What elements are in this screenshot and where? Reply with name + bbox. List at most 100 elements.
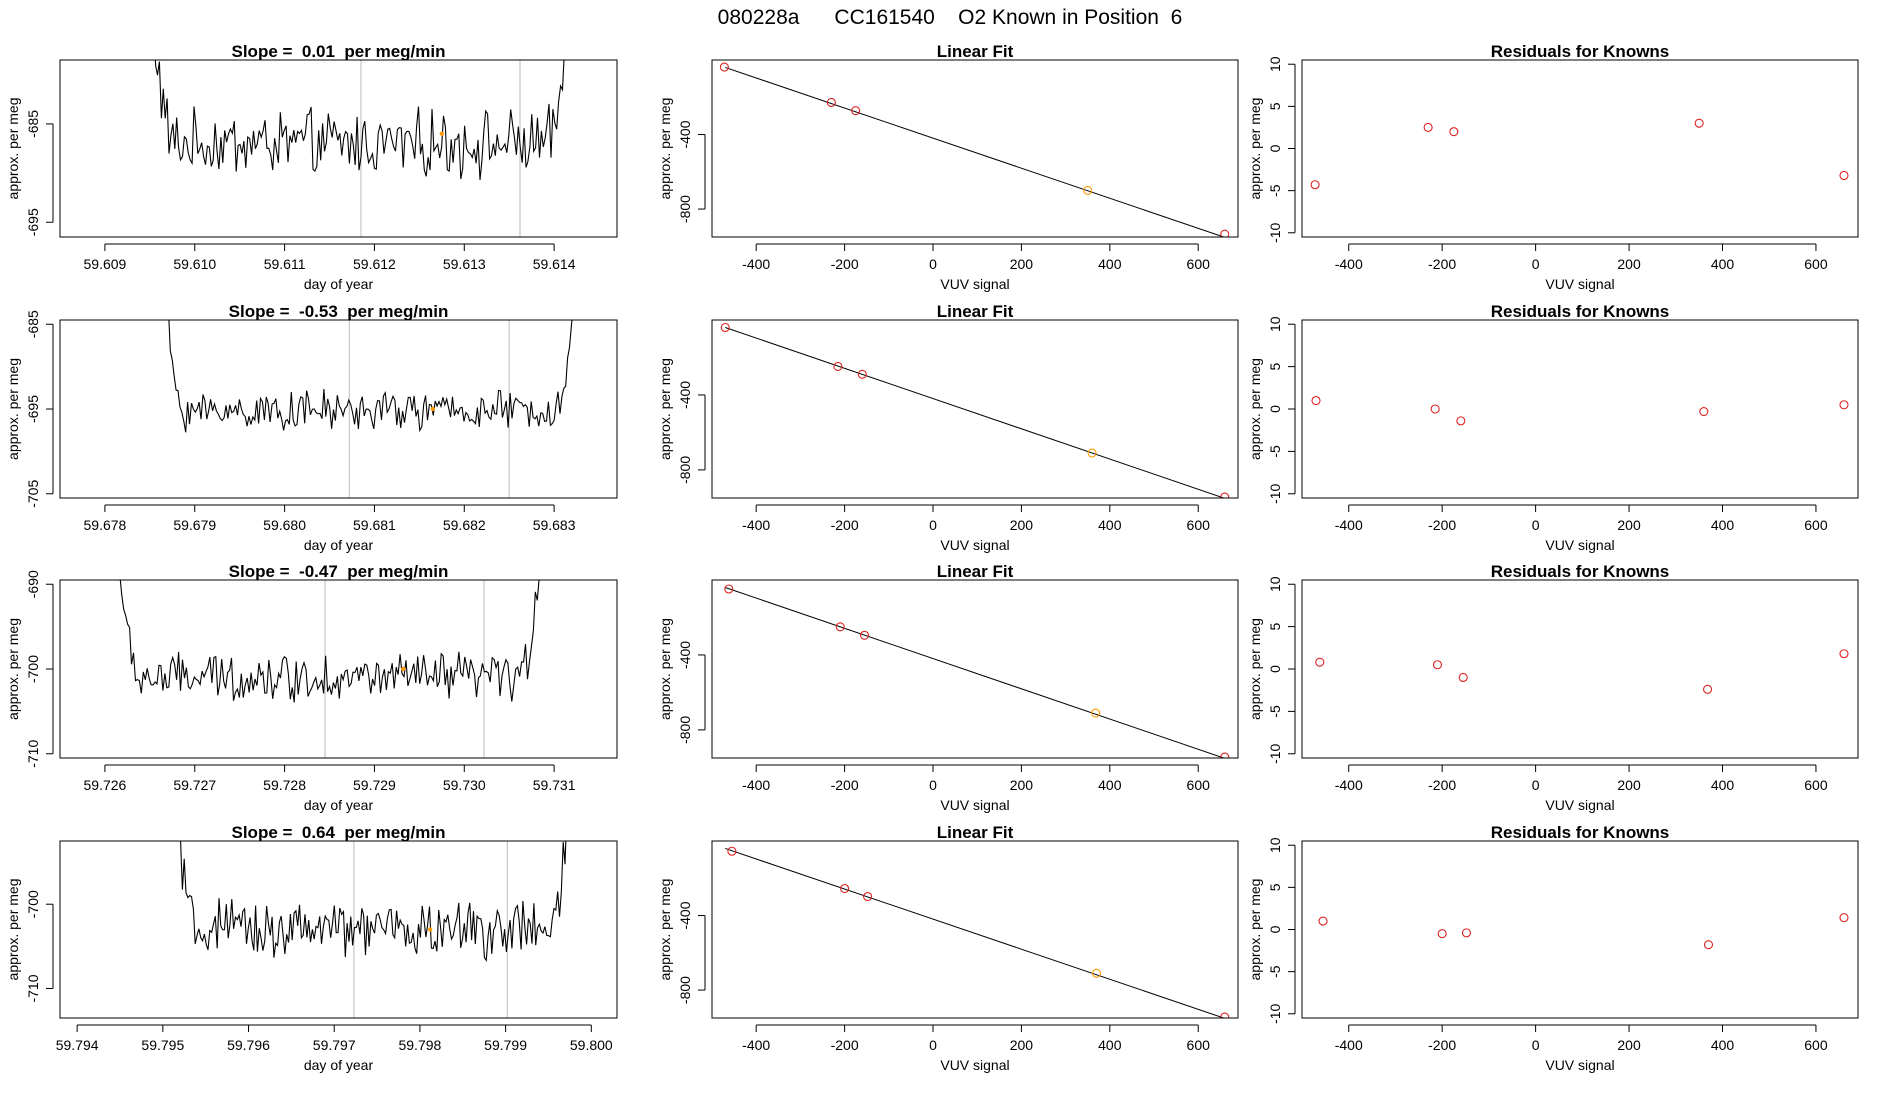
y-tick-label: -10: [1267, 483, 1283, 503]
data-point: [1083, 185, 1093, 195]
x-axis-label: VUV signal: [940, 797, 1009, 813]
x-tick-label: -200: [831, 1037, 859, 1053]
x-tick-label: 0: [1532, 517, 1540, 533]
data-point: [1839, 170, 1849, 181]
x-tick-label: 59.800: [570, 1037, 613, 1053]
y-tick-label: 0: [1267, 144, 1283, 152]
x-axis-label: VUV signal: [1545, 1057, 1614, 1073]
data-point: [1220, 229, 1230, 237]
x-tick-label: 59.682: [443, 517, 486, 533]
fit-line: [725, 847, 1226, 1018]
x-axis-label: day of year: [304, 797, 374, 813]
y-tick-label: -400: [677, 641, 693, 669]
x-tick-label: -200: [1428, 517, 1456, 533]
figure-title: 080228a CC161540 O2 Known in Position 6: [718, 6, 1183, 29]
x-tick-label: 200: [1617, 1037, 1641, 1053]
data-point: [1699, 406, 1709, 417]
y-axis-label: approx. per meg: [1247, 879, 1263, 981]
y-tick-label: 10: [1267, 56, 1283, 72]
y-tick-label: -700: [25, 890, 41, 918]
x-tick-label: -200: [831, 256, 859, 272]
plot-area: [1315, 649, 1849, 694]
data-point: [720, 322, 730, 333]
x-tick-label: 400: [1098, 1037, 1122, 1053]
x-axis-label: VUV signal: [1545, 276, 1614, 292]
y-axis-label: approx. per meg: [5, 98, 21, 200]
highlight-point: [427, 927, 433, 932]
data-point: [1430, 404, 1440, 414]
data-point: [1092, 968, 1102, 978]
chart-title: Linear Fit: [937, 42, 1014, 61]
x-tick-label: -400: [1335, 1037, 1363, 1053]
data-point: [1220, 492, 1230, 498]
chart-title: Slope = -0.47 per meg/min: [229, 562, 449, 581]
x-tick-label: 59.614: [533, 256, 576, 272]
data-point: [1449, 127, 1459, 137]
highlight-point: [400, 666, 406, 672]
y-tick-label: -10: [1267, 743, 1283, 763]
x-tick-label: 600: [1187, 517, 1211, 533]
x-tick-label: 59.609: [84, 256, 127, 272]
x-tick-label: 59.681: [353, 517, 396, 533]
y-axis-label: approx. per meg: [657, 98, 673, 200]
chart-title: Slope = -0.53 per meg/min: [229, 302, 449, 321]
y-axis-label: approx. per meg: [657, 358, 673, 460]
x-tick-label: 600: [1187, 777, 1211, 793]
plot-area: [168, 320, 573, 498]
y-tick-label: -5: [1267, 184, 1283, 197]
chart-title: Slope = 0.01 per meg/min: [232, 42, 446, 61]
y-axis-label: approx. per meg: [1247, 618, 1263, 720]
data-point: [1461, 928, 1472, 938]
y-tick-label: -695: [25, 395, 41, 423]
y-tick-label: -800: [677, 716, 693, 744]
plot-frame: [1301, 319, 1859, 499]
y-tick-label: 5: [1267, 363, 1283, 371]
x-tick-label: 400: [1711, 777, 1735, 793]
y-axis-label: approx. per meg: [1247, 358, 1263, 460]
x-tick-label: 200: [1010, 1037, 1034, 1053]
y-tick-label: -705: [25, 480, 41, 508]
x-tick-label: 400: [1711, 1037, 1735, 1053]
data-point: [840, 883, 850, 894]
y-tick-label: -400: [677, 120, 693, 148]
x-tick-label: 600: [1804, 517, 1828, 533]
plot-area: [719, 62, 1230, 237]
x-tick-label: 59.680: [263, 517, 306, 533]
plot-area: [720, 322, 1230, 498]
x-tick-label: 59.799: [484, 1037, 527, 1053]
x-axis-label: VUV signal: [940, 276, 1009, 292]
data-point: [727, 846, 737, 856]
fit-line: [725, 587, 1226, 758]
x-tick-label: -400: [742, 517, 770, 533]
chart-panel: Residuals for Knowns VUV signal approx. pe…: [1247, 562, 1859, 813]
x-axis-label: VUV signal: [940, 537, 1009, 553]
x-tick-label: 600: [1804, 1037, 1828, 1053]
highlight-point: [439, 131, 445, 136]
data-point: [863, 891, 873, 902]
y-tick-label: 0: [1267, 665, 1283, 673]
x-tick-label: -400: [1335, 256, 1363, 272]
x-tick-label: 59.798: [398, 1037, 441, 1053]
y-tick-label: 0: [1267, 925, 1283, 933]
data-point: [719, 62, 729, 72]
x-tick-label: 0: [929, 517, 937, 533]
data-point: [859, 630, 870, 640]
y-axis-label: approx. per meg: [657, 879, 673, 981]
x-tick-label: -400: [742, 256, 770, 272]
y-tick-label: -5: [1267, 445, 1283, 458]
y-tick-label: 10: [1267, 316, 1283, 332]
data-trace-line: [154, 60, 565, 180]
x-tick-label: 0: [1532, 256, 1540, 272]
x-tick-label: 600: [1187, 256, 1211, 272]
x-tick-label: 59.728: [263, 777, 306, 793]
chart-title: Residuals for Knowns: [1491, 562, 1670, 581]
x-tick-label: 59.795: [141, 1037, 184, 1053]
chart-panel: Slope = -0.53 per meg/min day of year appr…: [5, 302, 618, 553]
x-tick-label: 200: [1010, 517, 1034, 533]
data-point: [1703, 684, 1713, 694]
chart-title: Linear Fit: [937, 302, 1014, 321]
